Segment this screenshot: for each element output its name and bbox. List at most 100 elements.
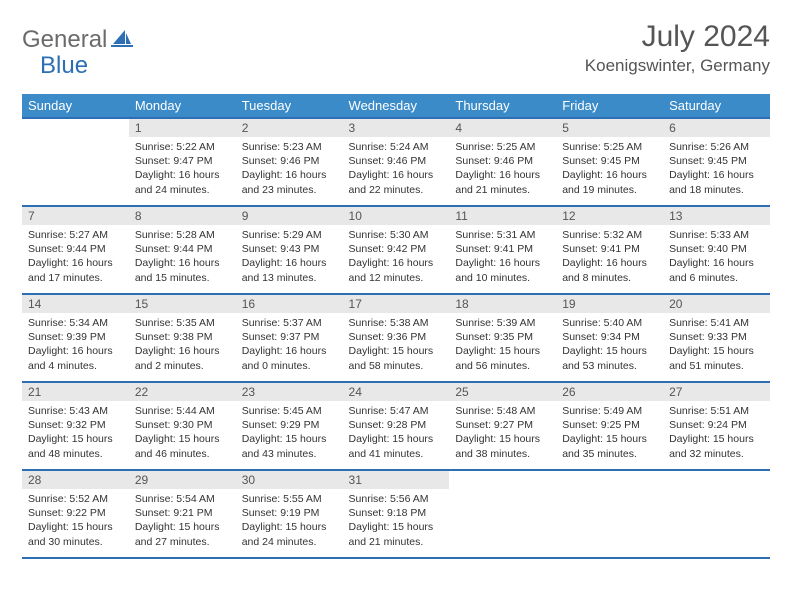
day-content: Sunrise: 5:48 AMSunset: 9:27 PMDaylight:…	[449, 401, 556, 467]
calendar-cell: 25Sunrise: 5:48 AMSunset: 9:27 PMDayligh…	[449, 382, 556, 470]
calendar-cell: 2Sunrise: 5:23 AMSunset: 9:46 PMDaylight…	[236, 118, 343, 206]
day-number: 15	[129, 295, 236, 313]
calendar-cell: 24Sunrise: 5:47 AMSunset: 9:28 PMDayligh…	[343, 382, 450, 470]
calendar-cell: 7Sunrise: 5:27 AMSunset: 9:44 PMDaylight…	[22, 206, 129, 294]
day-content: Sunrise: 5:22 AMSunset: 9:47 PMDaylight:…	[129, 137, 236, 203]
calendar-cell: 18Sunrise: 5:39 AMSunset: 9:35 PMDayligh…	[449, 294, 556, 382]
day-content: Sunrise: 5:25 AMSunset: 9:46 PMDaylight:…	[449, 137, 556, 203]
day-content: Sunrise: 5:32 AMSunset: 9:41 PMDaylight:…	[556, 225, 663, 291]
day-content: Sunrise: 5:27 AMSunset: 9:44 PMDaylight:…	[22, 225, 129, 291]
day-content: Sunrise: 5:30 AMSunset: 9:42 PMDaylight:…	[343, 225, 450, 291]
day-number: 14	[22, 295, 129, 313]
calendar-table: SundayMondayTuesdayWednesdayThursdayFrid…	[22, 94, 770, 559]
day-content: Sunrise: 5:33 AMSunset: 9:40 PMDaylight:…	[663, 225, 770, 291]
day-number: 20	[663, 295, 770, 313]
day-number: 11	[449, 207, 556, 225]
day-content: Sunrise: 5:41 AMSunset: 9:33 PMDaylight:…	[663, 313, 770, 379]
day-number: 24	[343, 383, 450, 401]
calendar-cell: 22Sunrise: 5:44 AMSunset: 9:30 PMDayligh…	[129, 382, 236, 470]
logo-text-blue: Blue	[40, 52, 88, 80]
logo-text-general: General	[22, 26, 107, 54]
calendar-cell: 19Sunrise: 5:40 AMSunset: 9:34 PMDayligh…	[556, 294, 663, 382]
header: General July 2024 Koenigswinter, Germany	[22, 20, 770, 76]
day-content: Sunrise: 5:54 AMSunset: 9:21 PMDaylight:…	[129, 489, 236, 555]
day-number: 3	[343, 119, 450, 137]
calendar-cell: 27Sunrise: 5:51 AMSunset: 9:24 PMDayligh…	[663, 382, 770, 470]
calendar-row: 28Sunrise: 5:52 AMSunset: 9:22 PMDayligh…	[22, 470, 770, 558]
day-number: 9	[236, 207, 343, 225]
calendar-cell: 3Sunrise: 5:24 AMSunset: 9:46 PMDaylight…	[343, 118, 450, 206]
weekday-header: Tuesday	[236, 94, 343, 118]
calendar-cell: 28Sunrise: 5:52 AMSunset: 9:22 PMDayligh…	[22, 470, 129, 558]
calendar-cell: 12Sunrise: 5:32 AMSunset: 9:41 PMDayligh…	[556, 206, 663, 294]
calendar-row: 21Sunrise: 5:43 AMSunset: 9:32 PMDayligh…	[22, 382, 770, 470]
day-content: Sunrise: 5:44 AMSunset: 9:30 PMDaylight:…	[129, 401, 236, 467]
month-title: July 2024	[585, 20, 770, 54]
day-content: Sunrise: 5:47 AMSunset: 9:28 PMDaylight:…	[343, 401, 450, 467]
calendar-row: 7Sunrise: 5:27 AMSunset: 9:44 PMDaylight…	[22, 206, 770, 294]
calendar-body: 1Sunrise: 5:22 AMSunset: 9:47 PMDaylight…	[22, 118, 770, 558]
day-number: 1	[129, 119, 236, 137]
day-content: Sunrise: 5:38 AMSunset: 9:36 PMDaylight:…	[343, 313, 450, 379]
day-number: 17	[343, 295, 450, 313]
day-number: 5	[556, 119, 663, 137]
day-number: 23	[236, 383, 343, 401]
calendar-cell	[556, 470, 663, 558]
day-content: Sunrise: 5:45 AMSunset: 9:29 PMDaylight:…	[236, 401, 343, 467]
day-content: Sunrise: 5:35 AMSunset: 9:38 PMDaylight:…	[129, 313, 236, 379]
calendar-cell: 8Sunrise: 5:28 AMSunset: 9:44 PMDaylight…	[129, 206, 236, 294]
calendar-cell: 16Sunrise: 5:37 AMSunset: 9:37 PMDayligh…	[236, 294, 343, 382]
calendar-cell: 10Sunrise: 5:30 AMSunset: 9:42 PMDayligh…	[343, 206, 450, 294]
day-content: Sunrise: 5:55 AMSunset: 9:19 PMDaylight:…	[236, 489, 343, 555]
day-number: 22	[129, 383, 236, 401]
calendar-cell: 26Sunrise: 5:49 AMSunset: 9:25 PMDayligh…	[556, 382, 663, 470]
day-content: Sunrise: 5:40 AMSunset: 9:34 PMDaylight:…	[556, 313, 663, 379]
logo-sail-icon	[111, 28, 133, 53]
day-number: 12	[556, 207, 663, 225]
weekday-header: Monday	[129, 94, 236, 118]
day-number: 4	[449, 119, 556, 137]
day-number: 10	[343, 207, 450, 225]
calendar-row: 14Sunrise: 5:34 AMSunset: 9:39 PMDayligh…	[22, 294, 770, 382]
logo-blue-row: Blue	[40, 52, 88, 80]
weekday-header: Thursday	[449, 94, 556, 118]
weekday-header-row: SundayMondayTuesdayWednesdayThursdayFrid…	[22, 94, 770, 118]
day-number: 28	[22, 471, 129, 489]
day-content: Sunrise: 5:52 AMSunset: 9:22 PMDaylight:…	[22, 489, 129, 555]
day-number: 6	[663, 119, 770, 137]
day-number: 26	[556, 383, 663, 401]
calendar-cell: 6Sunrise: 5:26 AMSunset: 9:45 PMDaylight…	[663, 118, 770, 206]
day-content: Sunrise: 5:39 AMSunset: 9:35 PMDaylight:…	[449, 313, 556, 379]
calendar-cell: 29Sunrise: 5:54 AMSunset: 9:21 PMDayligh…	[129, 470, 236, 558]
day-number: 7	[22, 207, 129, 225]
day-content: Sunrise: 5:24 AMSunset: 9:46 PMDaylight:…	[343, 137, 450, 203]
day-content: Sunrise: 5:31 AMSunset: 9:41 PMDaylight:…	[449, 225, 556, 291]
weekday-header: Saturday	[663, 94, 770, 118]
weekday-header: Friday	[556, 94, 663, 118]
calendar-cell: 5Sunrise: 5:25 AMSunset: 9:45 PMDaylight…	[556, 118, 663, 206]
day-number: 29	[129, 471, 236, 489]
day-content: Sunrise: 5:23 AMSunset: 9:46 PMDaylight:…	[236, 137, 343, 203]
calendar-cell: 30Sunrise: 5:55 AMSunset: 9:19 PMDayligh…	[236, 470, 343, 558]
weekday-header: Wednesday	[343, 94, 450, 118]
day-content: Sunrise: 5:37 AMSunset: 9:37 PMDaylight:…	[236, 313, 343, 379]
calendar-cell	[449, 470, 556, 558]
day-number: 21	[22, 383, 129, 401]
calendar-row: 1Sunrise: 5:22 AMSunset: 9:47 PMDaylight…	[22, 118, 770, 206]
day-content: Sunrise: 5:43 AMSunset: 9:32 PMDaylight:…	[22, 401, 129, 467]
day-number: 18	[449, 295, 556, 313]
day-content: Sunrise: 5:25 AMSunset: 9:45 PMDaylight:…	[556, 137, 663, 203]
day-number: 25	[449, 383, 556, 401]
day-content: Sunrise: 5:29 AMSunset: 9:43 PMDaylight:…	[236, 225, 343, 291]
calendar-cell	[22, 118, 129, 206]
day-number: 16	[236, 295, 343, 313]
calendar-cell: 4Sunrise: 5:25 AMSunset: 9:46 PMDaylight…	[449, 118, 556, 206]
day-content: Sunrise: 5:26 AMSunset: 9:45 PMDaylight:…	[663, 137, 770, 203]
calendar-cell: 13Sunrise: 5:33 AMSunset: 9:40 PMDayligh…	[663, 206, 770, 294]
day-content: Sunrise: 5:51 AMSunset: 9:24 PMDaylight:…	[663, 401, 770, 467]
day-number: 31	[343, 471, 450, 489]
calendar-cell: 17Sunrise: 5:38 AMSunset: 9:36 PMDayligh…	[343, 294, 450, 382]
day-content: Sunrise: 5:49 AMSunset: 9:25 PMDaylight:…	[556, 401, 663, 467]
calendar-cell: 31Sunrise: 5:56 AMSunset: 9:18 PMDayligh…	[343, 470, 450, 558]
calendar-cell: 11Sunrise: 5:31 AMSunset: 9:41 PMDayligh…	[449, 206, 556, 294]
